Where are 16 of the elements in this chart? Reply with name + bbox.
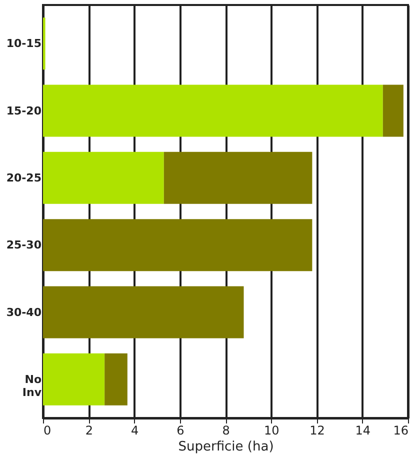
x-tick-label: 12 bbox=[310, 424, 325, 438]
x-tick-label: 4 bbox=[130, 424, 139, 438]
y-tick-label: No Inv bbox=[22, 372, 42, 399]
y-tick-label: 20-25 bbox=[6, 171, 42, 184]
y-tick-label: 30-40 bbox=[6, 306, 42, 319]
x-tick-label: 0 bbox=[44, 424, 52, 438]
y-tick-label: 10-15 bbox=[6, 37, 42, 50]
y-tick-label: 25-30 bbox=[6, 238, 42, 252]
x-tick-label: 16 bbox=[393, 424, 408, 438]
x-axis-title: Superficie (ha) bbox=[178, 440, 274, 454]
x-tick-label: 10 bbox=[264, 424, 280, 438]
x-tick-label: 8 bbox=[222, 424, 230, 438]
x-tick-label: 2 bbox=[85, 424, 93, 438]
y-tick-label: 15-20 bbox=[6, 104, 42, 118]
x-tick-label: 6 bbox=[176, 424, 184, 438]
x-tick-label: 14 bbox=[355, 424, 371, 438]
